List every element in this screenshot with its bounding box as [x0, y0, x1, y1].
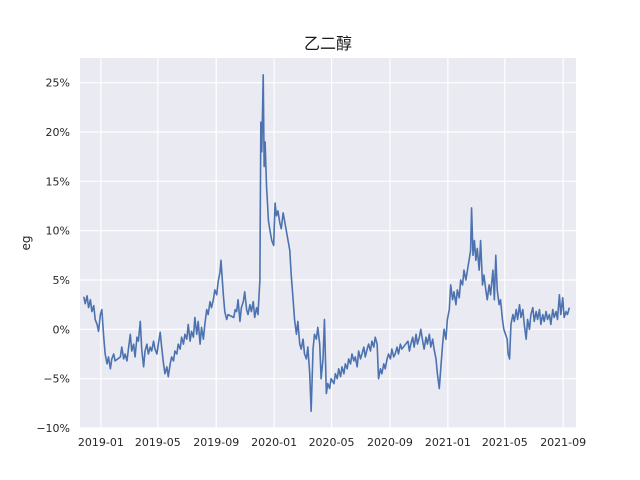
y-tick-label: 10%: [46, 225, 70, 238]
x-tick-label: 2021-01: [425, 436, 471, 449]
x-tick-label: 2019-01: [78, 436, 124, 449]
series-line: [83, 73, 571, 413]
x-axis: 2019-01 2019-05 2019-09 2020-01 2020-05 2020-…: [78, 436, 586, 449]
x-tick-label: 2019-09: [193, 436, 239, 449]
x-tick-label: 2021-05: [482, 436, 528, 449]
y-tick-label: 0%: [53, 323, 70, 336]
x-tick-label: 2020-05: [309, 436, 355, 449]
x-tick-label: 2021-09: [540, 436, 586, 449]
y-tick-label: −5%: [43, 373, 70, 386]
y-tick-label: 15%: [46, 175, 70, 188]
y-tick-label: 5%: [53, 274, 70, 287]
y-axis: 25% 20% 15% 10% 5% 0% −5% −10%: [36, 77, 70, 435]
y-tick-label: 20%: [46, 126, 70, 139]
plot-area: [80, 58, 576, 428]
chart-title: 乙二醇: [304, 34, 352, 53]
x-tick-label: 2019-05: [135, 436, 181, 449]
y-axis-label: eg: [19, 236, 33, 251]
x-tick-label: 2020-01: [251, 436, 297, 449]
series-layer: [83, 73, 571, 413]
y-tick-label: 25%: [46, 77, 70, 90]
x-tick-label: 2020-09: [367, 436, 413, 449]
grid: [80, 58, 576, 429]
y-tick-label: −10%: [36, 422, 70, 435]
